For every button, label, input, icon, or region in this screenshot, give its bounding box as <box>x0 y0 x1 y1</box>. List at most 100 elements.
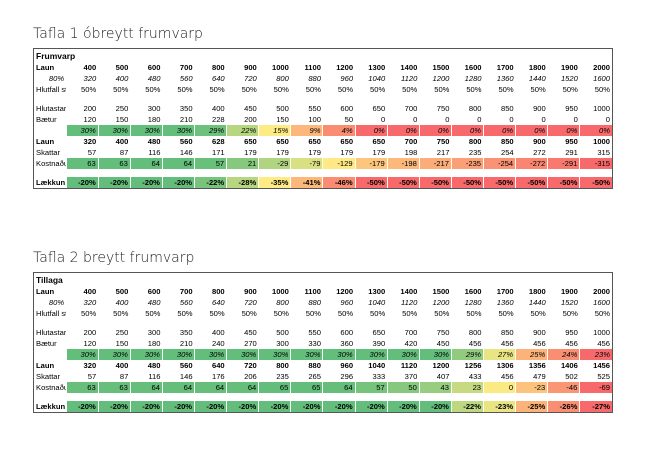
cell: 43 <box>418 382 452 393</box>
cell: 217 <box>436 148 450 157</box>
cell: 1406 <box>560 361 578 370</box>
cell: 50% <box>594 309 610 318</box>
cell: -41% <box>290 177 323 188</box>
row-label: Hlutastarf <box>36 328 67 337</box>
cell: 29% <box>450 349 484 360</box>
cell: 800 <box>211 287 225 296</box>
cell: 30% <box>97 125 131 136</box>
cell: 1040 <box>368 361 386 370</box>
cell: -20% <box>354 401 388 412</box>
cell: 179 <box>276 148 289 157</box>
cell: 650 <box>308 137 321 146</box>
cell: 50% <box>434 309 450 318</box>
cell: 50% <box>530 309 546 318</box>
cell: 0% <box>547 125 580 136</box>
cell: 150 <box>115 339 129 348</box>
cell: 650 <box>276 137 289 146</box>
cell: 50% <box>434 85 450 94</box>
cell: 456 <box>468 339 482 348</box>
cell: 800 <box>276 74 289 83</box>
cell: 24% <box>547 349 580 360</box>
cell: -20% <box>65 177 99 188</box>
cell: 291 <box>565 148 578 157</box>
cell: 1600 <box>593 74 610 83</box>
cell: 750 <box>436 137 450 146</box>
cell: -50% <box>547 177 580 188</box>
cell: 50% <box>498 309 514 318</box>
cell: 50% <box>370 85 386 94</box>
cell: 456 <box>500 339 514 348</box>
cell: 254 <box>500 148 514 157</box>
cell: 0% <box>515 125 548 136</box>
cell: -35% <box>258 177 291 188</box>
cell: -20% <box>97 177 131 188</box>
cell: 400 <box>83 287 97 296</box>
cell: 57 <box>87 372 97 381</box>
spacer <box>34 319 612 327</box>
cell: -46 <box>547 382 580 393</box>
row-label: Skattar <box>36 148 61 157</box>
cell: 0 <box>380 115 386 124</box>
cell: 1800 <box>528 63 546 72</box>
cell: -20% <box>97 401 131 412</box>
cell: 950 <box>565 137 578 146</box>
cell: 560 <box>179 361 193 370</box>
cell: -26% <box>547 401 580 412</box>
cell: 1500 <box>432 287 450 296</box>
table-row: Hlutfall starfs 50% 50% 50% 50% 50% 50% 50% 50% 5… <box>34 308 612 319</box>
cell: 250 <box>115 104 129 113</box>
cell: 900 <box>533 104 546 113</box>
cell: 15% <box>258 125 291 136</box>
cell: 433 <box>468 372 482 381</box>
cell: 50% <box>273 309 289 318</box>
cell: 1600 <box>464 63 482 72</box>
cell: 50% <box>337 309 354 318</box>
cell: 700 <box>179 287 193 296</box>
cell: 1306 <box>496 361 514 370</box>
cell: 228 <box>211 115 225 124</box>
cell: 1456 <box>593 361 610 370</box>
table-box: Tillaga Laun 400 500 600 700 800 900 1000 1100 120… <box>33 272 613 413</box>
cell: 960 <box>340 361 354 370</box>
table-row: Lækkun launa-20%-20%-20%-20%-20%-20%-20%… <box>34 401 612 412</box>
undefined <box>34 95 612 103</box>
cell: 50% <box>402 309 418 318</box>
cell: 120 <box>83 339 97 348</box>
cell: 1000 <box>271 63 289 72</box>
cell: 50% <box>466 85 482 94</box>
cell: 270 <box>244 339 257 348</box>
cell: 64 <box>161 382 195 393</box>
cell: 456 <box>597 339 610 348</box>
cell: -50% <box>418 177 452 188</box>
cell: -198 <box>386 158 420 169</box>
data-table: Tillaga Laun 400 500 600 700 800 900 1000 1100 120… <box>34 273 612 412</box>
cell: 800 <box>468 104 482 113</box>
cell: -20% <box>65 401 99 412</box>
cell: -50% <box>354 177 388 188</box>
cell: 800 <box>468 137 482 146</box>
cell: 50% <box>530 85 546 94</box>
cell: 650 <box>372 137 386 146</box>
cell: 450 <box>244 104 257 113</box>
row-label: Laun <box>36 63 55 72</box>
cell: -50% <box>386 177 420 188</box>
cell: 400 <box>211 104 225 113</box>
cell: -23 <box>515 382 548 393</box>
cell: 63 <box>65 382 99 393</box>
cell: 1200 <box>432 298 450 307</box>
cell: 900 <box>533 137 546 146</box>
cell: 30% <box>65 349 99 360</box>
table-title: Tafla 1 óbreytt frumvarp <box>33 26 203 42</box>
cell: 179 <box>372 148 386 157</box>
cell: -22% <box>194 177 227 188</box>
cell: 57 <box>87 148 97 157</box>
cell: 198 <box>404 148 418 157</box>
cell: 1000 <box>593 328 610 337</box>
cell: 500 <box>276 104 289 113</box>
cell: 1200 <box>336 63 354 72</box>
table-row: Kostnaður ríki636364645721-29-79-129-179… <box>34 158 612 169</box>
table-row: Lækkun launa-20%-20%-20%-20%-22%-28%-35%… <box>34 177 612 188</box>
cell: 900 <box>244 63 257 72</box>
cell: 30% <box>129 125 163 136</box>
cell: 50% <box>498 85 514 94</box>
